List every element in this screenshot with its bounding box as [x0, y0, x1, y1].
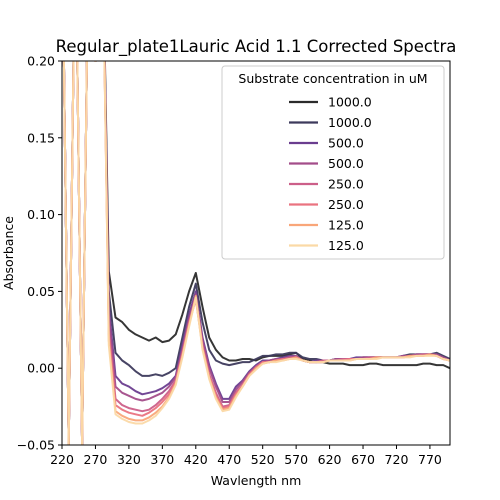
- legend-box: [221, 65, 445, 260]
- x-tick-label: 670: [351, 452, 375, 467]
- legend-label: 1000.0: [328, 115, 372, 130]
- x-axis-ticks: 220 270 320 370 420 470 520 570 620 670 720 770: [50, 445, 442, 467]
- plot-frame: [61, 60, 451, 446]
- y-tick-label: 0.00: [27, 361, 55, 376]
- legend-label: 250.0: [328, 197, 364, 212]
- legend-label: 500.0: [328, 156, 364, 171]
- x-axis-title: Wavlength nm: [211, 473, 302, 488]
- y-axis-title: Absorbance: [1, 216, 16, 290]
- legend-label: 125.0: [328, 238, 364, 253]
- legend-label: 500.0: [328, 136, 364, 151]
- x-tick-label: 520: [251, 452, 275, 467]
- x-tick-label: 420: [184, 452, 208, 467]
- x-tick-label: 370: [150, 452, 174, 467]
- chart-title: Regular_plate1Lauric Acid 1.1 Corrected …: [56, 37, 457, 57]
- x-tick-label: 270: [84, 452, 108, 467]
- x-tick-label: 570: [284, 452, 308, 467]
- x-tick-label: 220: [50, 452, 74, 467]
- x-tick-label: 620: [318, 452, 342, 467]
- y-axis-ticks: −0.05 0.00 0.05 0.10 0.15 0.20: [17, 54, 62, 453]
- series-line-1: [62, 61, 450, 445]
- x-tick-label: 470: [217, 452, 241, 467]
- y-tick-label: 0.20: [27, 54, 55, 69]
- legend-title: Substrate concentration in uM: [238, 71, 427, 86]
- y-tick-label: 0.05: [27, 284, 55, 299]
- y-tick-label: 0.15: [27, 130, 55, 145]
- legend: Substrate concentration in uM 1000.01000…: [221, 65, 445, 260]
- legend-items: 1000.0 1000.0 500.0 500.0 250.0 250.0 125.0 125…: [289, 95, 372, 253]
- plot-lines: [62, 61, 450, 445]
- series-line-8: [62, 61, 450, 445]
- legend-label: 1000.0: [328, 95, 372, 110]
- legend-label: 250.0: [328, 177, 364, 192]
- x-tick-label: 320: [117, 452, 141, 467]
- y-tick-label: 0.10: [27, 207, 55, 222]
- x-tick-label: 770: [418, 452, 442, 467]
- x-tick-label: 720: [385, 452, 409, 467]
- legend-label: 125.0: [328, 218, 364, 233]
- y-tick-label: −0.05: [17, 438, 55, 453]
